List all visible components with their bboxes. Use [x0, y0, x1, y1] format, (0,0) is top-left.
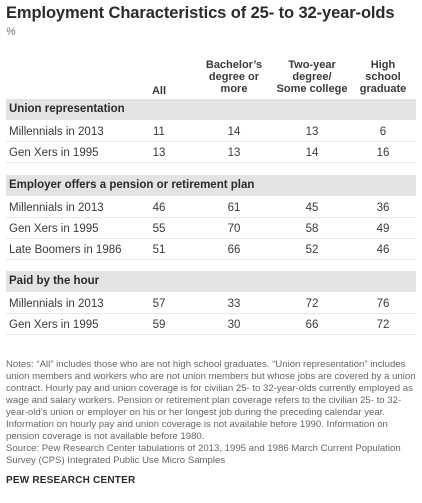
table-cell: 13 — [152, 147, 166, 159]
table-cell: 52 — [305, 244, 319, 256]
table-cell: 61 — [227, 202, 241, 214]
table-cell: 13 — [305, 126, 319, 138]
column-header-line: graduate — [359, 83, 407, 95]
table-row: Gen Xers in 1995 55 70 58 49 — [6, 219, 416, 239]
table-cell: 55 — [152, 223, 166, 235]
table-cell: 30 — [227, 319, 241, 331]
table-row: Gen Xers in 1995 13 13 14 16 — [6, 143, 416, 163]
table-row: Millennials in 2013 11 14 13 6 — [6, 122, 416, 142]
column-header-bachelors: Bachelor’s degree or more — [196, 59, 272, 95]
row-label: Gen Xers in 1995 — [9, 319, 99, 331]
table-cell: 33 — [227, 298, 241, 310]
column-header-line: Bachelor’s — [205, 59, 263, 71]
table-cell: 57 — [152, 298, 166, 310]
row-label: Millennials in 2013 — [9, 126, 104, 138]
table-cell: 46 — [152, 202, 166, 214]
table-cell: 11 — [153, 126, 165, 138]
table-cell: 14 — [305, 147, 319, 159]
table-cell: 51 — [152, 244, 166, 256]
table-cell: 45 — [305, 202, 319, 214]
brand-label: PEW RESEARCH CENTER — [6, 475, 136, 486]
table-cell: 59 — [152, 319, 166, 331]
table-cell: 49 — [376, 223, 390, 235]
column-header-line: Two-year — [288, 59, 336, 71]
table-cell: 13 — [227, 147, 241, 159]
row-label: Gen Xers in 1995 — [9, 147, 99, 159]
row-label: Late Boomers in 1986 — [9, 244, 122, 256]
section-header: Paid by the hour — [6, 271, 416, 292]
column-header-all: All — [151, 85, 167, 97]
notes-text: Notes: “All” includes those who are not … — [6, 359, 416, 442]
table-row: Late Boomers in 1986 51 66 52 46 — [6, 240, 416, 260]
table-cell: 16 — [376, 147, 390, 159]
section-header: Union representation — [6, 99, 416, 120]
column-header-line: High school — [365, 59, 401, 83]
table-cell: 66 — [227, 244, 241, 256]
section-title: Employer offers a pension or retirement … — [9, 179, 255, 191]
column-header-two-year: Two-year degree/Some college — [272, 59, 352, 95]
table-cell: 58 — [305, 223, 319, 235]
table-cell: 46 — [376, 244, 390, 256]
row-label: Millennials in 2013 — [9, 298, 104, 310]
column-header-high-school: High school graduate — [352, 59, 414, 95]
table-row: Gen Xers in 1995 59 30 66 72 — [6, 315, 416, 335]
table-cell: 72 — [305, 298, 319, 310]
table-cell: 66 — [305, 319, 319, 331]
section-title: Union representation — [9, 103, 125, 115]
column-header-line: degree/ — [292, 71, 332, 83]
table-cell: 76 — [376, 298, 390, 310]
table-cell: 14 — [227, 126, 241, 138]
column-header-line: degree or — [208, 71, 260, 83]
table-cell: 6 — [379, 126, 387, 138]
unit-label: % — [6, 26, 16, 38]
section-header: Employer offers a pension or retirement … — [6, 175, 416, 196]
table-row: Millennials in 2013 46 61 45 36 — [6, 198, 416, 218]
row-label: Gen Xers in 1995 — [9, 223, 99, 235]
column-header-line: more — [220, 83, 248, 95]
row-label: Millennials in 2013 — [9, 202, 104, 214]
table-cell: 70 — [227, 223, 241, 235]
page-title: Employment Characteristics of 25- to 32-… — [6, 4, 395, 22]
column-header-line: Some college — [276, 83, 348, 95]
table-row: Millennials in 2013 57 33 72 76 — [6, 294, 416, 314]
section-title: Paid by the hour — [9, 275, 100, 287]
table-cell: 36 — [376, 202, 390, 214]
table-cell: 72 — [376, 319, 390, 331]
source-text: Source: Pew Research Center tabulations … — [6, 443, 401, 466]
